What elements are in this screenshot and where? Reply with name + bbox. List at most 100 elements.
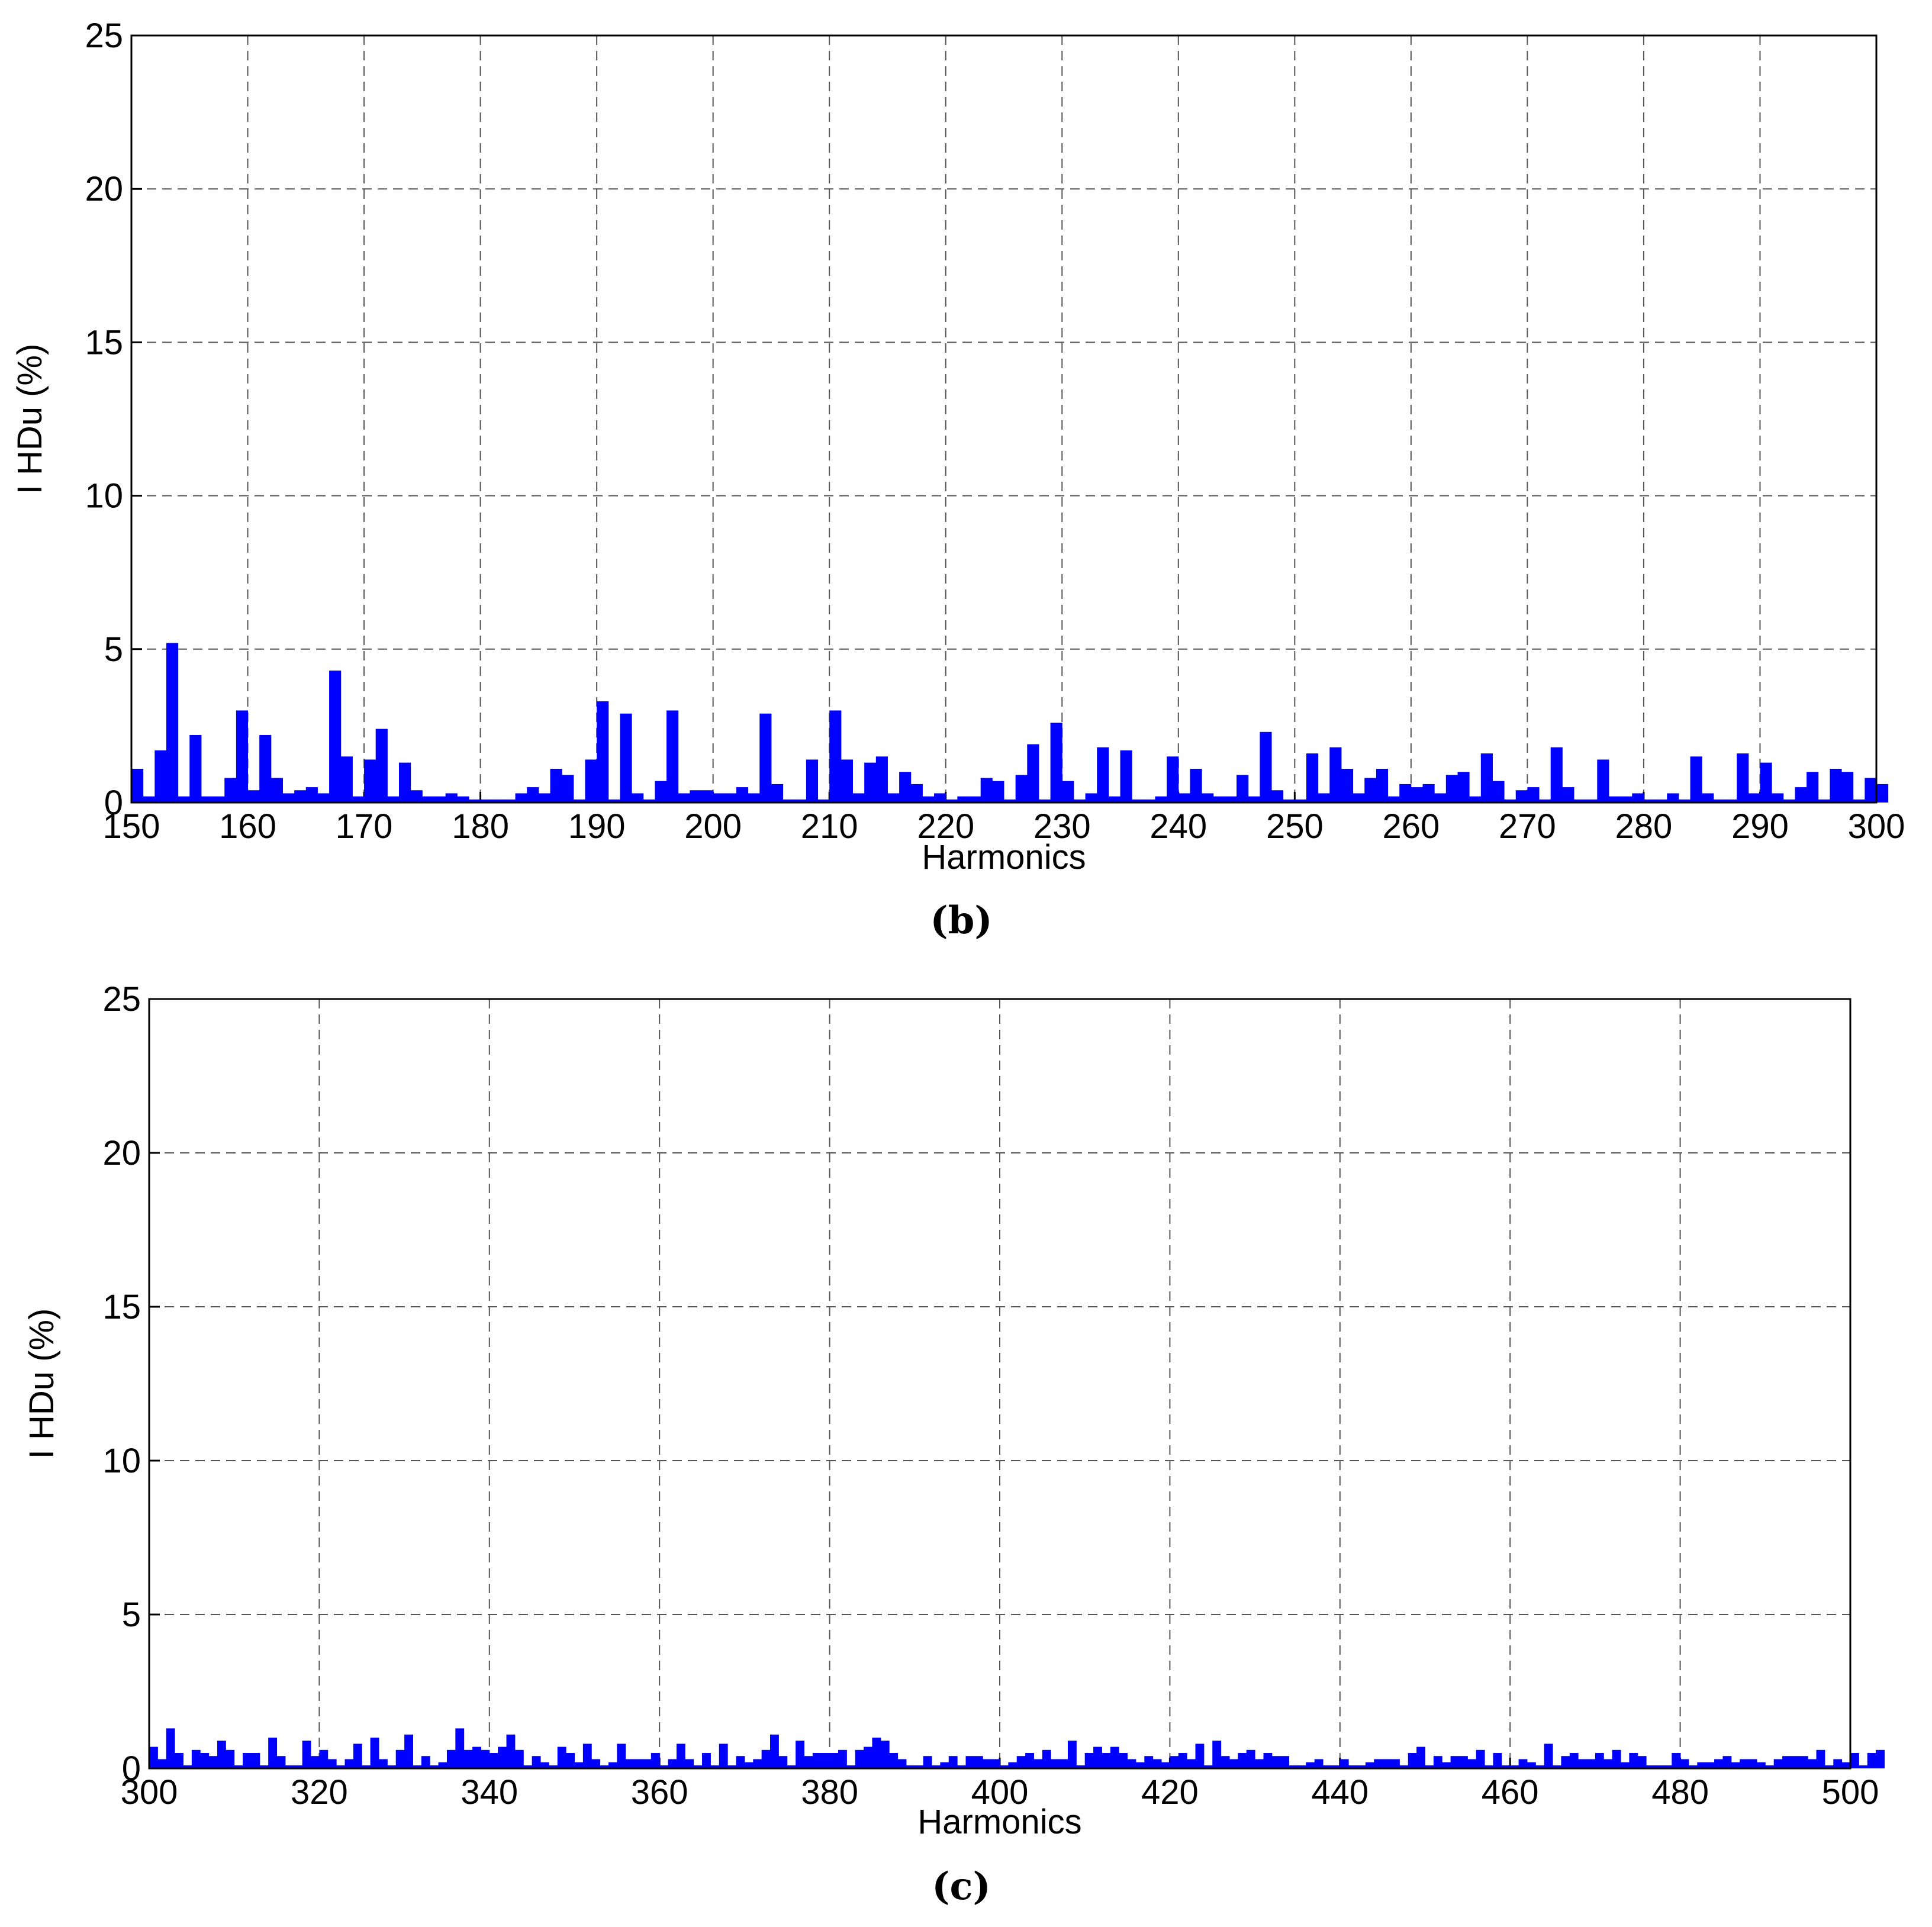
bar — [1595, 1753, 1604, 1768]
bar — [463, 1749, 473, 1768]
bar — [538, 793, 551, 803]
bar — [1187, 1759, 1196, 1768]
bar — [693, 1765, 703, 1768]
bar — [957, 796, 970, 803]
bar — [1876, 1749, 1885, 1768]
x-tick-label: 240 — [1149, 807, 1207, 846]
bar — [736, 1756, 745, 1768]
bar — [149, 1746, 158, 1768]
x-tick-label: 250 — [1266, 807, 1324, 846]
bar — [413, 1765, 422, 1768]
bar — [410, 790, 423, 803]
bar — [1643, 799, 1656, 803]
bar — [1051, 1759, 1060, 1768]
caption-c: (c) — [932, 1864, 991, 1909]
bar — [319, 1749, 329, 1768]
bar — [812, 1753, 822, 1768]
bar — [446, 1749, 456, 1768]
bar — [1646, 1765, 1655, 1768]
x-tick-label: 270 — [1499, 807, 1556, 846]
x-tick-label: 340 — [461, 1773, 518, 1812]
bar — [1876, 784, 1889, 803]
bar — [1364, 778, 1377, 803]
bar — [1190, 768, 1202, 803]
bar — [1167, 756, 1179, 803]
x-tick-label: 360 — [631, 1773, 688, 1812]
bar — [549, 1765, 558, 1768]
bar — [1740, 1759, 1749, 1768]
bar — [489, 1753, 498, 1768]
bar — [1433, 1756, 1442, 1768]
bar — [1110, 1746, 1119, 1768]
bar — [1170, 1756, 1179, 1768]
bar — [226, 1749, 235, 1768]
bar — [201, 796, 214, 803]
bar — [1748, 1759, 1757, 1768]
bar — [922, 796, 935, 803]
x-tick-label: 170 — [336, 807, 393, 846]
bar — [234, 1765, 243, 1768]
bar — [399, 762, 411, 803]
bar — [1535, 1765, 1545, 1768]
bar — [540, 1762, 549, 1768]
bar — [1306, 1762, 1315, 1768]
y-tick-label: 10 — [85, 477, 123, 515]
bar — [1323, 1765, 1332, 1768]
bar — [1667, 793, 1679, 803]
bar — [1127, 1759, 1136, 1768]
bar — [224, 778, 237, 803]
bar — [855, 1749, 864, 1768]
bar — [1093, 1746, 1102, 1768]
bar — [794, 799, 807, 803]
bar — [492, 799, 504, 803]
bar — [771, 784, 784, 803]
bar — [574, 1762, 584, 1768]
bar — [557, 1746, 566, 1768]
bar — [685, 1759, 694, 1768]
bar — [1062, 781, 1074, 803]
bar — [759, 713, 772, 803]
bar — [506, 1734, 516, 1768]
bar — [1841, 772, 1854, 803]
bar — [1480, 753, 1493, 803]
bar — [352, 796, 365, 803]
bar — [1629, 1753, 1638, 1768]
bar — [1457, 772, 1470, 803]
bar — [838, 1749, 847, 1768]
bar — [1791, 1756, 1800, 1768]
bar — [582, 1744, 592, 1768]
bar — [259, 1765, 269, 1768]
bar — [1783, 799, 1795, 803]
bar — [1603, 1759, 1613, 1768]
bar — [897, 1759, 907, 1768]
bar — [1450, 1756, 1460, 1768]
x-tick-label: 480 — [1651, 1773, 1709, 1812]
bar — [468, 799, 481, 803]
bar — [1073, 799, 1086, 803]
y-axis-label: I HDu (%) — [22, 1309, 61, 1459]
bar — [1318, 793, 1330, 803]
bar — [498, 1746, 507, 1768]
bar — [276, 1756, 286, 1768]
bar — [189, 734, 202, 803]
bar — [910, 784, 923, 803]
bar — [821, 1753, 830, 1768]
bar — [1585, 799, 1598, 803]
bar — [175, 1753, 183, 1768]
bar — [1553, 1765, 1561, 1768]
bar — [1339, 1759, 1349, 1768]
x-tick-label: 210 — [801, 807, 858, 846]
bar — [1314, 1759, 1324, 1768]
bar — [1799, 1756, 1808, 1768]
bar — [1280, 1756, 1290, 1768]
bar — [948, 1756, 958, 1768]
bar — [1202, 793, 1214, 803]
bar — [748, 793, 760, 803]
bar — [1569, 1753, 1579, 1768]
bar — [1841, 1762, 1851, 1768]
x-axis-label: Harmonics — [917, 1803, 1081, 1841]
bar — [1213, 796, 1225, 803]
x-tick-label: 200 — [684, 807, 742, 846]
bar — [387, 1765, 397, 1768]
bar — [243, 1753, 252, 1768]
